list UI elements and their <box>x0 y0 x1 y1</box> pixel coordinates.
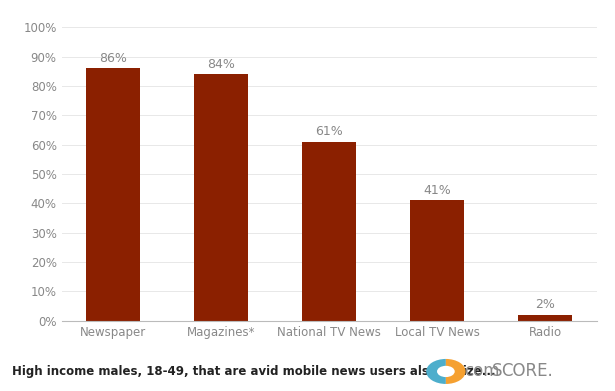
Bar <box>410 200 464 321</box>
Text: com: com <box>464 362 500 380</box>
Text: 41%: 41% <box>423 184 451 197</box>
Bar <box>86 68 140 321</box>
Bar <box>302 142 356 321</box>
Text: S: S <box>492 362 502 380</box>
Bar <box>194 74 248 321</box>
Text: 61%: 61% <box>315 125 343 138</box>
Text: 84%: 84% <box>207 58 235 71</box>
Text: 2%: 2% <box>535 298 555 311</box>
Text: CORE.: CORE. <box>501 362 553 380</box>
Text: High income males, 18-49, that are avid mobile news users also utilize...: High income males, 18-49, that are avid … <box>12 365 496 378</box>
Text: 86%: 86% <box>99 52 127 65</box>
Bar <box>518 315 572 321</box>
